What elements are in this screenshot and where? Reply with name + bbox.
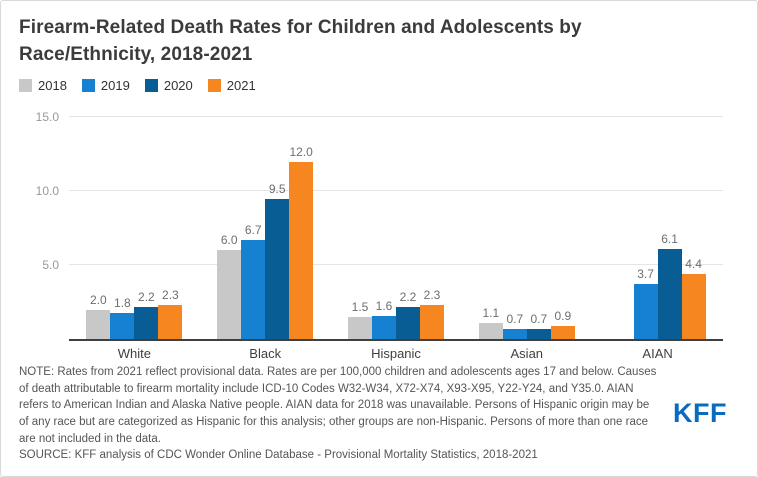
bar-group-hispanic: 1.5 1.6 2.2 2.3 [331, 119, 462, 340]
bar-slot-2018-black: 6.0 [217, 233, 242, 340]
bar-2018-asian[interactable] [478, 322, 503, 340]
legend-item-2021[interactable]: 2021 [207, 78, 256, 94]
legend-item-2018[interactable]: 2018 [19, 78, 67, 93]
bar-value-label: 2.0 [90, 292, 107, 307]
bar-group-asian: 1.1 0.7 0.7 0.9 [461, 119, 592, 340]
bar-value-label: 0.7 [506, 311, 524, 326]
bar-slot-2018-white: 2.0 [86, 292, 111, 340]
legend-item-2020[interactable]: 2020 [144, 78, 193, 94]
legend-swatch-2018 [19, 79, 32, 93]
bar-slot-2021-aian: 4.4 [681, 257, 706, 340]
bar-value-label: 2.2 [399, 289, 417, 304]
bar-group-white: 2.0 1.8 2.2 2.3 [69, 119, 200, 340]
bar-slot-2021-asian: 0.9 [550, 308, 575, 340]
bar-2020-hispanic[interactable] [395, 306, 420, 340]
bar-slot-2020-white: 2.2 [134, 289, 159, 340]
legend-swatch-2021 [207, 79, 221, 93]
bar-2020-black[interactable] [265, 198, 290, 340]
legend-swatch-2020 [144, 79, 158, 93]
bar-2020-white[interactable] [134, 306, 159, 340]
x-axis-label-white: White [117, 346, 152, 362]
bar-2018-black[interactable] [217, 250, 242, 340]
chart-area: 5.0 10.0 15.0 2.0 1.8 2.2 2.3 6.0 6.7 9.5 12.0 1.5 1… [19, 110, 739, 361]
bar-slot-2020-hispanic: 2.2 [395, 289, 420, 340]
legend: 2018 2019 2020 2021 [19, 78, 739, 93]
note-text: NOTE: Rates from 2021 reflect provisiona… [19, 365, 657, 445]
x-axis-labels: White Black Hispanic Asian AIAN [69, 346, 723, 361]
bar-value-label: 2.3 [162, 288, 179, 303]
bar-slot-2018-hispanic: 1.5 [347, 300, 372, 340]
legend-label: 2021 [226, 78, 256, 94]
source-text: SOURCE: KFF analysis of CDC Wonder Onlin… [19, 449, 538, 462]
bar-2021-black[interactable] [289, 161, 314, 340]
bar-slot-2020-asian: 0.7 [526, 311, 551, 340]
bar-group-aian: 3.7 6.1 4.4 [592, 119, 723, 340]
y-axis-tick-label: 10.0 [35, 184, 59, 199]
gridline [69, 264, 723, 266]
bar-slot-2019-white: 1.8 [110, 295, 135, 340]
bar-value-label: 3.7 [637, 267, 654, 282]
y-axis-tick-label: 15.0 [35, 110, 59, 125]
bar-2019-black[interactable] [241, 240, 266, 340]
bar-2021-asian[interactable] [550, 325, 575, 340]
bar-slot-2019-aian: 3.7 [633, 267, 658, 340]
bar-2021-hispanic[interactable] [419, 305, 444, 340]
bar-slot-2018-asian: 1.1 [478, 305, 503, 340]
gridline [69, 190, 723, 192]
bar-slot-2020-aian: 6.1 [657, 231, 682, 340]
legend-item-2019[interactable]: 2019 [81, 78, 130, 94]
x-axis-label-black: Black [249, 346, 282, 362]
bar-2019-hispanic[interactable] [371, 315, 396, 340]
bar-2021-white[interactable] [158, 305, 183, 340]
bar-value-label: 6.0 [220, 233, 238, 248]
x-axis-label-aian: AIAN [642, 346, 673, 362]
kff-logo: KFF [673, 398, 727, 429]
bar-value-label: 1.5 [351, 300, 369, 314]
legend-swatch-2019 [81, 79, 95, 93]
bar-value-label: 6.1 [661, 231, 678, 246]
bar-value-label: 2.2 [138, 289, 155, 304]
bar-value-label: 12.0 [289, 144, 313, 159]
gridline [69, 116, 723, 118]
bar-value-label: 0.7 [530, 311, 548, 326]
legend-label: 2019 [100, 78, 130, 94]
x-axis-label-hispanic: Hispanic [371, 346, 421, 362]
bar-value-label: 1.1 [482, 305, 500, 320]
chart-footer: NOTE: Rates from 2021 reflect provisiona… [19, 364, 739, 464]
bar-2020-asian[interactable] [526, 328, 551, 340]
legend-label: 2020 [163, 78, 193, 94]
bar-2020-aian[interactable] [657, 248, 682, 340]
bar-2021-aian[interactable] [681, 274, 706, 340]
bar-slot-2021-hispanic: 2.3 [419, 288, 444, 340]
x-axis-label-asian: Asian [510, 346, 544, 362]
footer-text: NOTE: Rates from 2021 reflect provisiona… [19, 364, 657, 464]
bar-value-label: 0.9 [554, 308, 572, 323]
plot-area: 5.0 10.0 15.0 2.0 1.8 2.2 2.3 6.0 6.7 9.5 12.0 1.5 1… [36, 110, 723, 342]
bar-slot-2021-white: 2.3 [158, 288, 183, 340]
chart-title: Firearm-Related Death Rates for Children… [19, 17, 582, 65]
bar-value-label: 6.7 [244, 223, 262, 238]
bar-slot-2021-black: 12.0 [289, 144, 314, 340]
bar-2018-hispanic[interactable] [347, 317, 372, 340]
legend-label: 2018 [38, 78, 67, 94]
bar-groups: 2.0 1.8 2.2 2.3 6.0 6.7 9.5 12.0 1.5 1.6 2.2 2.3 1.1… [69, 119, 723, 340]
bar-2018-white[interactable] [86, 309, 111, 340]
bar-slot-2019-asian: 0.7 [502, 311, 527, 340]
bar-value-label: 2.3 [423, 288, 441, 303]
y-axis-tick-label: 5.0 [42, 258, 59, 273]
bar-2019-white[interactable] [110, 312, 135, 340]
bar-slot-2019-hispanic: 1.6 [371, 298, 396, 340]
bar-slot-2020-black: 9.5 [265, 181, 290, 340]
bar-value-label: 1.6 [375, 298, 393, 313]
bar-group-black: 6.0 6.7 9.5 12.0 [200, 119, 331, 340]
bar-value-label: 9.5 [268, 181, 286, 196]
bar-value-label: 4.4 [685, 257, 702, 272]
bar-value-label: 1.8 [114, 295, 131, 310]
bar-2019-asian[interactable] [502, 328, 527, 340]
bar-slot-2019-black: 6.7 [241, 223, 266, 340]
bar-2019-aian[interactable] [633, 284, 658, 340]
